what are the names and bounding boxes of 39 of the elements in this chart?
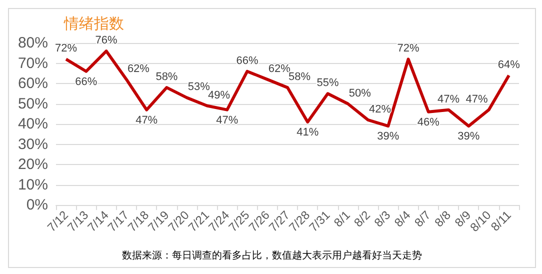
x-tick-label: 8/3 [371,208,394,230]
data-label: 66% [75,76,98,88]
data-label: 47% [216,114,238,126]
y-tick-label: 50% [18,95,48,112]
y-tick-label: 10% [18,176,48,194]
y-tick-label: 0% [26,196,48,214]
data-label: 53% [188,81,210,94]
chart-title: 情绪指数 [63,14,124,32]
data-label: 62% [127,62,150,75]
data-label: 50% [348,87,372,100]
x-tick-label: 8/8 [432,208,454,230]
data-label: 55% [316,77,339,90]
x-tick-label: 8/4 [392,208,414,230]
data-label: 76% [95,34,118,47]
data-label: 39% [377,130,400,143]
data-label: 58% [156,71,178,84]
x-tick-label: 8/2 [351,208,374,230]
y-tick-label: 20% [18,156,48,173]
x-tick-label: 8/7 [412,208,434,230]
data-label: 58% [288,71,311,84]
data-label: 41% [296,126,319,138]
y-tick-label: 80% [18,34,48,52]
x-tick-label: 8/1 [331,208,354,230]
source-note: 数据来源：每日调查的看多占比，数值越大表示用户越看好当天走势 [122,250,422,262]
y-tick-label: 40% [18,116,48,132]
data-label: 47% [466,93,488,106]
data-label: 64% [498,58,520,71]
data-label: 39% [458,130,480,143]
data-label: 42% [369,103,392,116]
y-tick-label: 60% [18,75,48,92]
data-label: 66% [236,54,258,67]
data-label: 49% [208,89,230,102]
y-tick-label: 70% [18,54,48,72]
data-label: 72% [55,42,78,55]
data-label: 72% [397,42,420,55]
data-label: 46% [417,116,440,128]
data-label: 47% [438,93,460,106]
y-tick-label: 30% [18,136,48,153]
data-label: 47% [136,114,158,126]
